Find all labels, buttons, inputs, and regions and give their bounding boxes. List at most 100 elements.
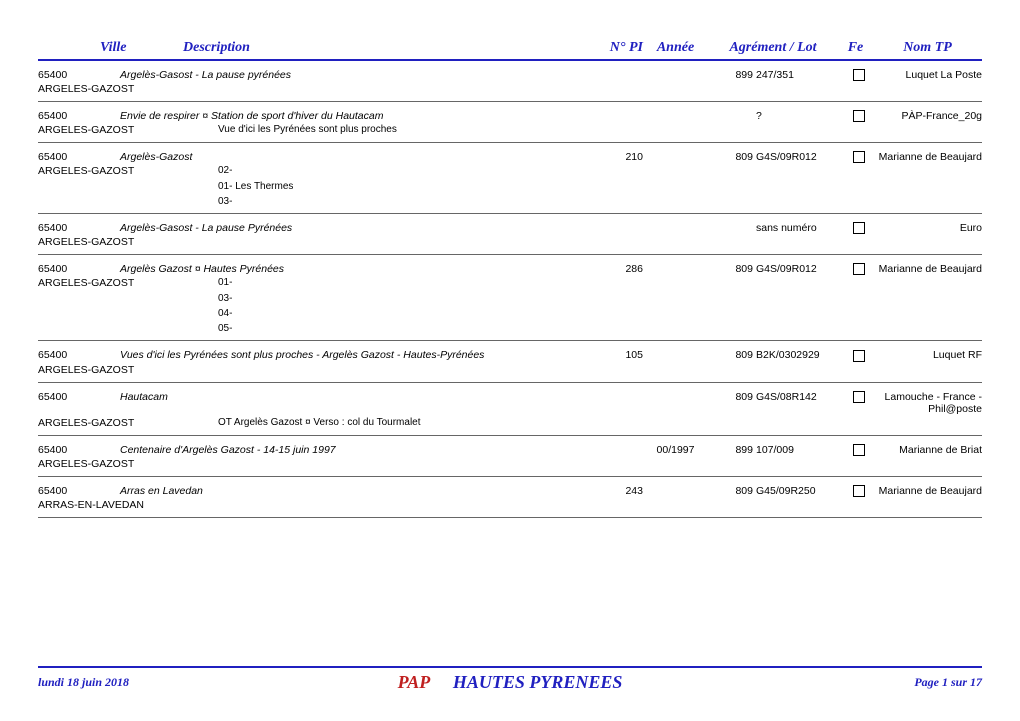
cell-pi: 210	[583, 151, 643, 163]
cell-nom: Luquet La Poste	[876, 69, 982, 81]
cell-sub: 02-	[218, 165, 982, 177]
cell-agrtxt: G4S/08R142	[753, 391, 841, 403]
checkbox-icon[interactable]	[853, 350, 865, 362]
header-agr: Agrément / Lot	[708, 40, 838, 56]
cell-city2: ARRAS-EN-LAVEDAN	[38, 499, 218, 511]
header-nom: Nom TP	[873, 40, 982, 56]
checkbox-icon[interactable]	[853, 444, 865, 456]
cell-agrnum: 809	[708, 485, 753, 497]
cell-nom: Lamouche - France - Phil@poste	[876, 391, 982, 415]
cell-annee: 00/1997	[643, 444, 708, 456]
cell-city2: ARGELES-GAZOST	[38, 124, 218, 136]
cell-nom: Marianne de Beaujard	[876, 485, 982, 497]
footer-region: HAUTES PYRENEES	[453, 672, 623, 692]
cell-subline: 05-	[218, 323, 982, 334]
cell-city2: ARGELES-GAZOST	[38, 83, 218, 95]
checkbox-icon[interactable]	[853, 263, 865, 275]
cell-nom: Marianne de Beaujard	[876, 151, 982, 163]
table-row: 65400Vues d'ici les Pyrénées sont plus p…	[38, 341, 982, 382]
cell-city2: ARGELES-GAZOST	[38, 458, 218, 470]
table-row: 65400Argelès-Gasost - La pause Pyrénéess…	[38, 214, 982, 255]
table-row: 65400Argelès-Gazost210809G4S/09R012Maria…	[38, 143, 982, 214]
cell-pi: 243	[583, 485, 643, 497]
cell-nom: Euro	[876, 222, 982, 234]
table-row: 65400Hautacam 809G4S/08R142 Lamouche - Fra…	[38, 383, 982, 436]
cell-sub: Vue d'ici les Pyrénées sont plus proches	[218, 124, 982, 136]
cell-fe	[841, 485, 876, 497]
cell-pi: 105	[583, 349, 643, 361]
cell-agrtxt: G4S/09R012	[753, 263, 841, 275]
cell-nom: Marianne de Beaujard	[876, 263, 982, 275]
cell-nom: Luquet RF	[876, 349, 982, 361]
cell-code: 65400	[38, 391, 120, 403]
cell-sub: OT Argelès Gazost ¤ Verso : col du Tourm…	[218, 417, 982, 429]
cell-subline: 03-	[218, 196, 982, 207]
header-fe: Fe	[838, 40, 873, 56]
cell-nom: PÀP-France_20g	[876, 110, 982, 122]
footer: lundi 18 juin 2018 PAP HAUTES PYRENEES P…	[38, 666, 982, 693]
cell-sub	[218, 236, 982, 248]
table-row: 65400Argelès-Gasost - La pause pyrénées 8…	[38, 61, 982, 102]
footer-page: Page 1 sur 17	[782, 675, 982, 690]
cell-city2: ARGELES-GAZOST	[38, 364, 218, 376]
cell-fe	[841, 110, 876, 122]
header-ville: Ville	[38, 40, 183, 56]
checkbox-icon[interactable]	[853, 151, 865, 163]
footer-pap: PAP	[398, 672, 431, 692]
cell-sub	[218, 364, 982, 376]
cell-desc: Argelès-Gasost - La pause pyrénées	[120, 69, 583, 81]
cell-sub	[218, 499, 982, 511]
table-row: 65400Centenaire d'Argelès Gazost - 14-15…	[38, 436, 982, 477]
cell-fe	[841, 444, 876, 456]
checkbox-icon[interactable]	[853, 391, 865, 403]
cell-code: 65400	[38, 349, 120, 361]
cell-fe	[841, 151, 876, 163]
checkbox-icon[interactable]	[853, 485, 865, 497]
header-pi: N° PI	[583, 40, 643, 56]
checkbox-icon[interactable]	[853, 222, 865, 234]
cell-city2: ARGELES-GAZOST	[38, 277, 218, 289]
cell-agrtxt: 107/009	[753, 444, 841, 456]
cell-sub	[218, 458, 982, 470]
column-headers: Ville Description N° PI Année Agrément /…	[38, 40, 982, 61]
cell-city2: ARGELES-GAZOST	[38, 165, 218, 177]
cell-desc: Centenaire d'Argelès Gazost - 14-15 juin…	[120, 444, 583, 456]
cell-agrnum: 899	[708, 69, 753, 81]
cell-sub	[218, 83, 982, 95]
table-row: 65400Argelès Gazost ¤ Hautes Pyrénées286…	[38, 255, 982, 341]
cell-fe	[841, 349, 876, 361]
cell-agrtxt: G4S/09R012	[753, 151, 841, 163]
cell-fe	[841, 69, 876, 81]
cell-subline: 03-	[218, 293, 982, 304]
cell-code: 65400	[38, 69, 120, 81]
table-row: 65400Arras en Lavedan243 809G45/09R250 Mar…	[38, 477, 982, 518]
cell-fe	[841, 222, 876, 234]
cell-desc: Argelès-Gasost - La pause Pyrénées	[120, 222, 583, 234]
cell-code: 65400	[38, 222, 120, 234]
cell-city2: ARGELES-GAZOST	[38, 236, 218, 248]
cell-code: 65400	[38, 444, 120, 456]
cell-fe	[841, 263, 876, 275]
cell-desc: Argelès Gazost ¤ Hautes Pyrénées	[120, 263, 583, 275]
cell-fe	[841, 391, 876, 403]
cell-agrtxt: G45/09R250	[753, 485, 841, 497]
cell-agrnum: 809	[708, 349, 753, 361]
cell-agrtxt: ?	[753, 110, 841, 122]
cell-agrnum: 809	[708, 151, 753, 163]
cell-agrnum: 809	[708, 263, 753, 275]
cell-agrnum: 899	[708, 444, 753, 456]
header-annee: Année	[643, 40, 708, 56]
cell-desc: Vues d'ici les Pyrénées sont plus proche…	[120, 349, 583, 361]
table-row: 65400Envie de respirer ¤ Station de spor…	[38, 102, 982, 143]
cell-desc: Hautacam	[120, 391, 583, 403]
cell-subline: 04-	[218, 308, 982, 319]
cell-agrtxt: 247/351	[753, 69, 841, 81]
checkbox-icon[interactable]	[853, 110, 865, 122]
cell-desc: Envie de respirer ¤ Station de sport d'h…	[120, 110, 583, 122]
cell-code: 65400	[38, 485, 120, 497]
cell-agrnum: 809	[708, 391, 753, 403]
cell-code: 65400	[38, 110, 120, 122]
checkbox-icon[interactable]	[853, 69, 865, 81]
cell-desc: Arras en Lavedan	[120, 485, 583, 497]
footer-date: lundi 18 juin 2018	[38, 675, 238, 690]
